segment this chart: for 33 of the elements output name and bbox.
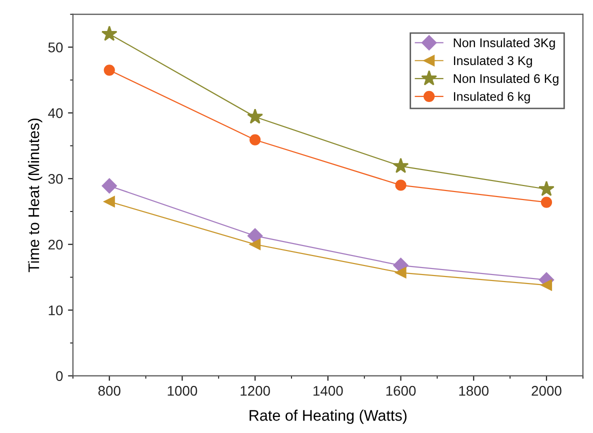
x-tick-label: 800: [98, 386, 120, 396]
point: [395, 180, 406, 191]
point: [101, 26, 118, 41]
point: [102, 178, 117, 194]
legend-label: Insulated 3 Kg: [454, 56, 532, 68]
y-tick-label: 40: [48, 108, 63, 118]
point: [392, 158, 409, 174]
y-tick-label: 30: [48, 174, 63, 184]
x-tick-label: 1000: [168, 386, 198, 396]
legend-label: Insulated 6 kg: [454, 92, 530, 104]
x-axis-title: Rate of Heating (Watts): [250, 410, 407, 424]
point: [540, 196, 552, 208]
x-tick-label: 2000: [532, 386, 562, 396]
x-tick-label: 1200: [240, 386, 270, 396]
point: [248, 228, 263, 244]
point: [104, 196, 115, 208]
point: [247, 108, 264, 124]
x-tick-label: 1600: [386, 386, 416, 396]
y-axis-title: Time to Heat (Minutes): [28, 118, 42, 272]
point: [540, 280, 552, 291]
point: [395, 267, 406, 278]
point: [538, 180, 554, 196]
y-tick-label: 20: [48, 240, 63, 250]
point: [250, 134, 261, 146]
point: [250, 238, 261, 250]
y-tick-label: 0: [56, 371, 63, 382]
y-tick-label: 10: [48, 305, 63, 316]
x-tick-label: 1800: [459, 386, 489, 396]
point: [104, 64, 115, 76]
y-tick-label: 50: [48, 42, 63, 52]
legend-label: Non Insulated 3Kg: [454, 38, 555, 50]
legend-label: Non Insulated 6 Kg: [454, 74, 558, 86]
x-tick-label: 1400: [314, 386, 343, 396]
